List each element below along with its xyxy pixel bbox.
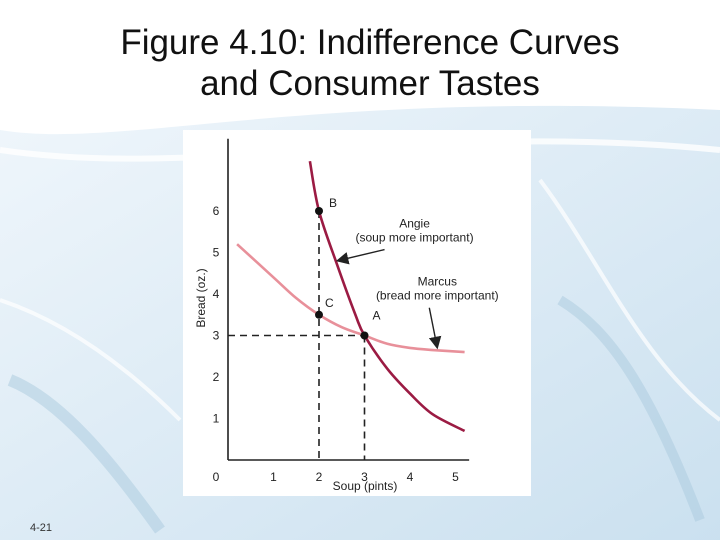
y-tick-label: 4	[213, 287, 220, 301]
annotation-angie-note: (soup more important)	[356, 231, 474, 245]
y-tick-label: 5	[213, 246, 220, 260]
point-b	[315, 207, 323, 215]
x-tick-label: 2	[316, 470, 323, 484]
dashed-guides	[228, 211, 366, 460]
slide-title-line1: Figure 4.10: Indifference Curves	[120, 23, 620, 62]
x-tick-label: 1	[270, 470, 277, 484]
point-a	[360, 331, 369, 340]
indifference-chart: 0 1 2 3 4 5 1 2 3 4 5 6 B C A Angie(soup more importa…	[183, 130, 531, 496]
annotation-angie-name: Angie	[399, 217, 430, 231]
point-c	[315, 310, 323, 319]
y-tick-label: 6	[213, 204, 220, 218]
point-label-a: A	[373, 309, 381, 323]
y-tick-label: 2	[213, 370, 220, 384]
y-axis-label: Bread (oz.)	[194, 268, 208, 327]
x-tick-label: 4	[407, 470, 414, 484]
slide-number: 4-21	[30, 522, 53, 534]
x-tick-label: 0	[213, 470, 220, 484]
x-axis-label: Soup (pints)	[333, 479, 398, 493]
tick-labels: 0 1 2 3 4 5 1 2 3 4 5 6	[213, 204, 460, 484]
x-tick-label: 5	[452, 470, 459, 484]
annotation-marcus-name: Marcus	[418, 275, 457, 289]
marcus-curve	[236, 243, 465, 354]
curve-annotations: Angie(soup more important) Marcus(bread m…	[335, 217, 499, 350]
annotation-angie-arrow	[335, 248, 385, 265]
y-tick-label: 1	[213, 412, 220, 426]
chart-points: B C A	[315, 196, 381, 340]
point-label-c: C	[325, 296, 334, 310]
y-tick-label: 3	[213, 329, 220, 343]
point-label-b: B	[329, 196, 337, 210]
x-tick-label: 3	[361, 470, 368, 484]
slide-title-line2: and Consumer Tastes	[200, 64, 540, 103]
annotation-marcus-arrow	[428, 307, 442, 350]
slide-title: Figure 4.10: Indifference Curves and Con…	[60, 22, 680, 104]
annotation-marcus-note: (bread more important)	[376, 289, 499, 303]
